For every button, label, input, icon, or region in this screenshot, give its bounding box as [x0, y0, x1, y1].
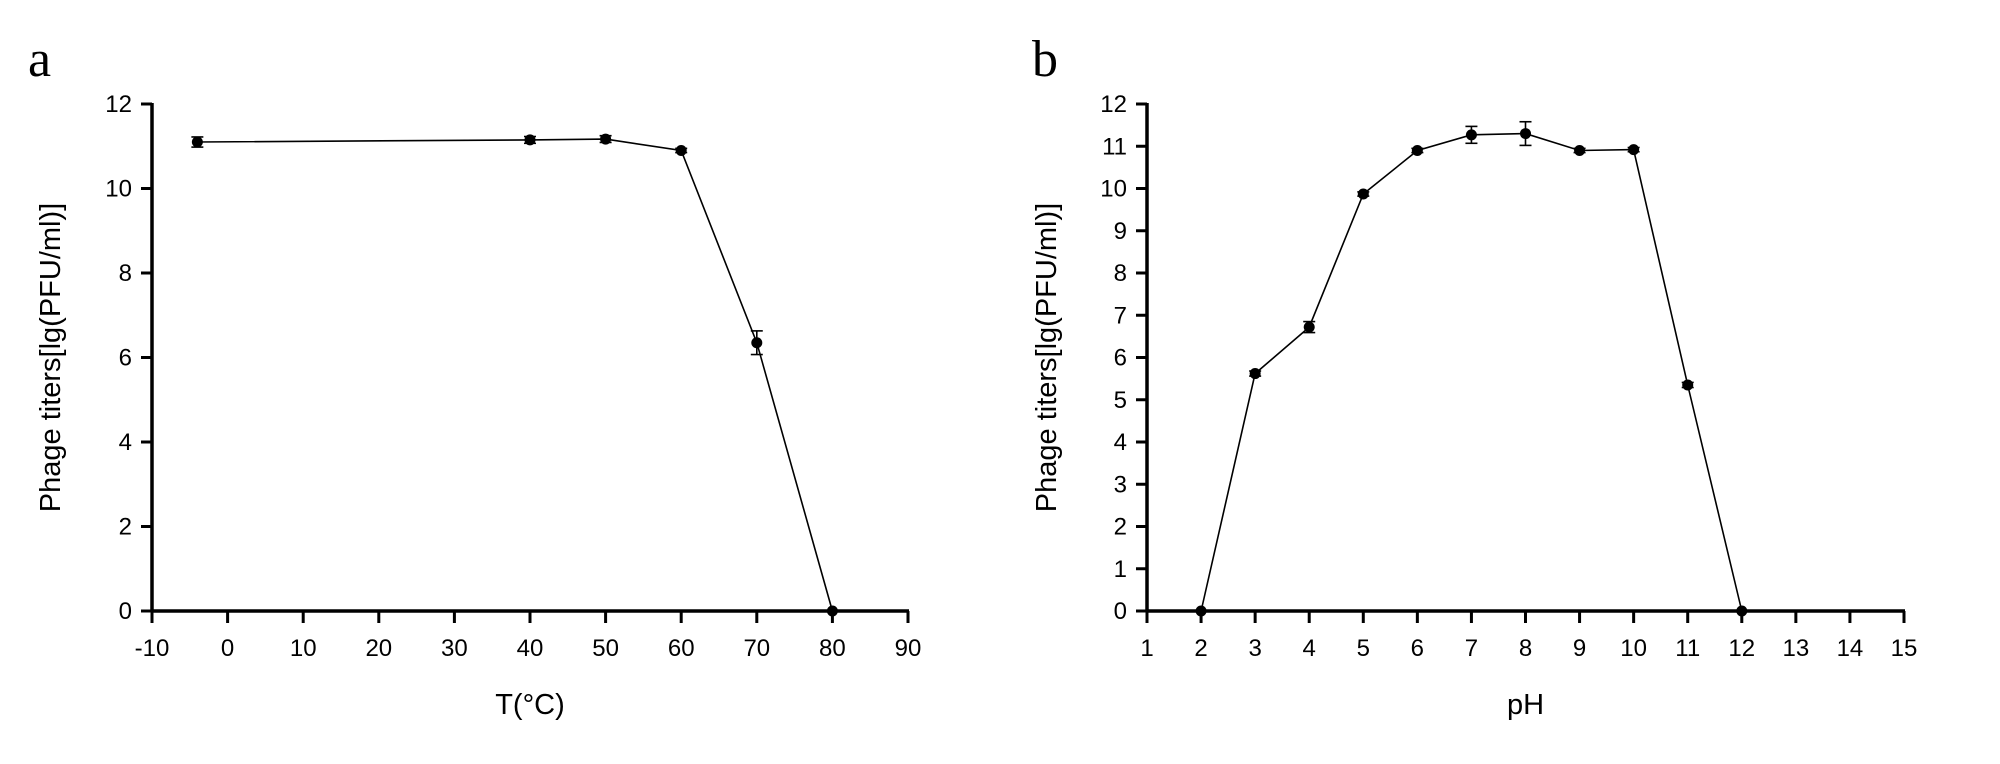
y-tick-label: 12	[105, 91, 132, 118]
y-tick-label: 2	[1114, 514, 1127, 541]
y-tick-label: 8	[119, 260, 132, 287]
series-line	[1200, 132, 1743, 612]
x-tick-label: 9	[1573, 635, 1586, 662]
data-point	[1520, 128, 1531, 140]
x-tick-label: 11	[1675, 635, 1700, 662]
x-tick-label: 5	[1357, 635, 1370, 662]
y-tick-label: 7	[1114, 302, 1127, 329]
x-tick-label: 20	[365, 635, 392, 662]
y-tick-label: 1	[1114, 556, 1127, 583]
x-tick-label: 50	[592, 635, 619, 662]
y-axis-title: Phage titers[lg(PFU/ml)]	[1031, 203, 1063, 512]
y-tick-label: 9	[1114, 218, 1127, 245]
data-point	[1465, 129, 1477, 141]
x-tick-label: 4	[1303, 635, 1316, 662]
data-point	[191, 136, 203, 148]
x-tick-label: 60	[668, 635, 695, 662]
y-tick-label: 4	[1114, 429, 1127, 456]
data-point	[524, 134, 536, 146]
data-point	[751, 337, 763, 349]
data-point	[600, 133, 612, 145]
x-tick-label: 7	[1465, 635, 1478, 662]
x-tick-label: 80	[819, 635, 846, 662]
y-tick-label: 11	[1102, 133, 1127, 160]
data-point	[675, 144, 687, 156]
x-tick-label: 15	[1891, 635, 1918, 662]
data-point	[1736, 605, 1748, 617]
x-tick-label: 8	[1519, 635, 1532, 662]
y-tick-label: 10	[105, 176, 132, 203]
x-tick-label: 70	[743, 635, 770, 662]
y-tick-label: 6	[119, 345, 132, 372]
x-tick-label: 12	[1728, 635, 1755, 662]
y-tick-label: 6	[1114, 345, 1127, 372]
y-axis-title: Phage titers[lg(PFU/ml)]	[35, 203, 67, 512]
x-tick-label: 6	[1411, 635, 1424, 662]
data-point	[1682, 379, 1694, 391]
x-tick-label: 30	[441, 635, 468, 662]
panel-label-a: a	[28, 31, 51, 88]
x-tick-label: 13	[1783, 635, 1810, 662]
x-tick-label: 40	[517, 635, 544, 662]
data-point	[1303, 321, 1315, 333]
series-line	[197, 138, 834, 612]
x-tick-label: 10	[290, 635, 317, 662]
y-tick-label: 3	[1114, 471, 1127, 498]
data-point	[1411, 144, 1423, 156]
y-tick-label: 10	[1100, 176, 1127, 203]
data-point	[1249, 368, 1261, 380]
y-tick-label: 5	[1114, 387, 1127, 414]
y-tick-label: 4	[119, 429, 132, 456]
y-tick-label: 0	[1114, 598, 1127, 625]
x-axis-title: pH	[1507, 689, 1544, 721]
data-point	[826, 605, 838, 617]
x-tick-label: 0	[221, 635, 234, 662]
x-tick-label: 10	[1620, 635, 1647, 662]
y-tick-label: 12	[1100, 91, 1127, 118]
data-point	[1357, 188, 1369, 200]
x-tick-label: 90	[895, 635, 922, 662]
x-tick-label: -10	[135, 635, 170, 662]
x-axis-title: T(°C)	[495, 689, 565, 721]
y-tick-label: 8	[1114, 260, 1127, 287]
data-point	[1195, 605, 1207, 617]
x-tick-label: 2	[1194, 635, 1207, 662]
data-point	[1628, 144, 1640, 156]
data-point	[1574, 144, 1586, 156]
x-tick-label: 3	[1248, 635, 1261, 662]
x-tick-label: 14	[1837, 635, 1864, 662]
x-tick-label: 1	[1140, 635, 1153, 662]
y-tick-label: 0	[119, 598, 132, 625]
panel-label-b: b	[1032, 31, 1058, 88]
y-tick-label: 2	[119, 514, 132, 541]
